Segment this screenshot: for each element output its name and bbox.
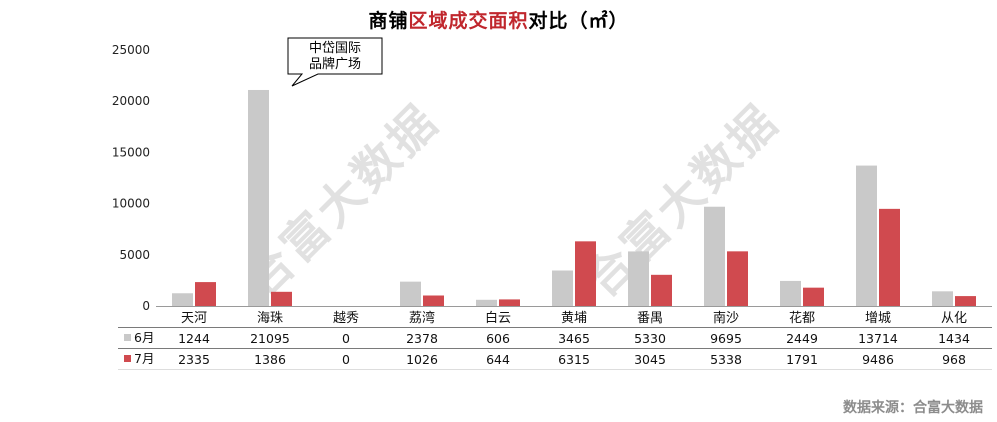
- bar-june: [628, 251, 649, 306]
- bar-june: [856, 165, 877, 306]
- y-tick-label: 20000: [112, 94, 150, 108]
- y-tick-label: 5000: [119, 248, 150, 262]
- bar-june: [704, 206, 725, 306]
- callout-shape: [287, 37, 383, 87]
- legend-swatch-july: [124, 355, 131, 362]
- table-cell-july: 0: [342, 352, 350, 367]
- table-cell-june: 1434: [938, 331, 970, 346]
- bar-july: [271, 291, 292, 306]
- table-cell-june: 13714: [858, 331, 898, 346]
- callout-line2: 品牌广场: [309, 56, 361, 72]
- x-category-label: 从化: [941, 311, 967, 326]
- callout-line1: 中岱国际: [309, 41, 361, 56]
- source-note: 数据来源：合富大数据: [843, 400, 983, 416]
- table-cell-june: 2449: [786, 331, 818, 346]
- table-cell-june: 9695: [710, 331, 742, 346]
- bar-june: [248, 89, 269, 306]
- table-cell-july: 3045: [634, 352, 666, 367]
- table-cell-july: 1386: [254, 352, 286, 367]
- x-category-label: 花都: [789, 310, 815, 326]
- y-tick-label: 15000: [112, 145, 150, 159]
- table-cell-july: 1791: [786, 352, 818, 367]
- y-tick-label: 25000: [112, 43, 150, 57]
- legend-label-june: 6月: [134, 330, 154, 345]
- table-cell-july: 968: [942, 352, 966, 367]
- bar-june: [780, 280, 801, 306]
- table-cell-july: 9486: [862, 352, 894, 367]
- bar-july: [423, 295, 444, 306]
- watermark-2: 合富大数据: [575, 93, 790, 308]
- table-cell-june: 5330: [634, 331, 666, 346]
- title-accent: 区域成交面积: [408, 10, 529, 32]
- table-cell-july: 644: [486, 352, 510, 367]
- x-category-label: 白云: [485, 310, 511, 326]
- table-cell-june: 2378: [406, 331, 438, 346]
- table-cell-july: 6315: [558, 352, 590, 367]
- table-cell-june: 3465: [558, 331, 590, 346]
- bar-june: [552, 270, 573, 306]
- table-cell-july: 1026: [406, 352, 438, 367]
- chart-title: 商铺区域成交面积对比（㎡）: [0, 6, 997, 33]
- x-category-label: 南沙: [713, 310, 739, 326]
- x-category-label: 越秀: [333, 311, 359, 326]
- legend-label-july: 7月: [134, 351, 154, 366]
- bar-july: [803, 287, 824, 306]
- bar-june: [400, 281, 421, 306]
- bars-layer: [172, 89, 976, 306]
- bar-july: [879, 208, 900, 306]
- legend-swatch-june: [124, 334, 131, 341]
- y-tick-label: 0: [142, 299, 150, 313]
- annotation-callout: 中岱国际 品牌广场: [287, 37, 383, 87]
- x-category-label: 天河: [181, 311, 207, 326]
- bar-june: [172, 293, 193, 306]
- axes-layer: 0 5000 10000 15000 20000 25000: [112, 43, 992, 313]
- bar-june: [932, 291, 953, 306]
- bar-july: [955, 296, 976, 306]
- x-category-label: 荔湾: [409, 310, 435, 326]
- title-part2: 对比（㎡）: [528, 10, 629, 32]
- table-cell-july: 2335: [178, 352, 210, 367]
- table-cell-june: 21095: [250, 331, 290, 346]
- table-cell-june: 0: [342, 331, 350, 346]
- data-table: 天河 1244 2335 海珠 21095 1386 越秀 0 0 荔湾 2378 1026 白云 606…: [118, 310, 992, 370]
- x-category-label: 海珠: [257, 311, 283, 326]
- title-part1: 商铺: [368, 10, 409, 32]
- x-category-label: 增城: [865, 311, 891, 326]
- table-cell-june: 606: [486, 331, 510, 346]
- table-cell-june: 1244: [178, 331, 210, 346]
- bar-june: [476, 299, 497, 306]
- x-category-label: 番禺: [637, 311, 663, 326]
- bar-july: [727, 251, 748, 306]
- y-tick-label: 10000: [112, 197, 150, 211]
- x-category-label: 黄埔: [561, 311, 587, 326]
- bar-july: [575, 241, 596, 306]
- bar-july: [651, 274, 672, 306]
- table-cell-july: 5338: [710, 352, 742, 367]
- bar-july: [195, 282, 216, 306]
- bar-july: [499, 299, 520, 306]
